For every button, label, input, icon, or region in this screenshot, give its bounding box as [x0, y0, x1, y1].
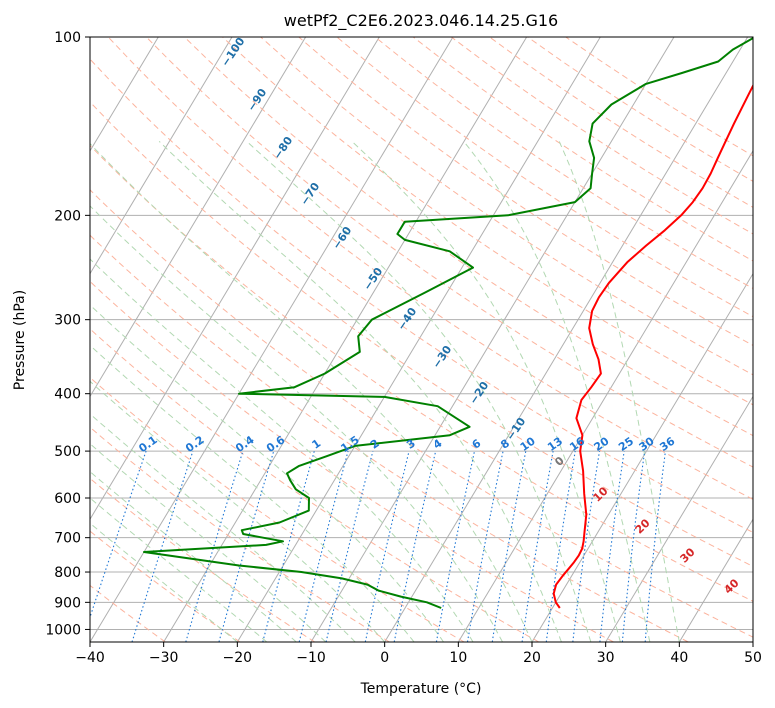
isotherm-line [236, 37, 601, 642]
isotherm-line [605, 395, 753, 642]
temperature-profile [552, 83, 753, 609]
mixing-ratio-line [621, 451, 646, 642]
y-tick-label: 600 [54, 491, 81, 507]
moist-adiabat [90, 205, 503, 642]
mixing-ratio-line [644, 451, 666, 642]
dry-adiabat [90, 144, 753, 602]
x-tick-label: 10 [449, 650, 467, 666]
moist-adiabat [90, 443, 327, 642]
y-tick-label: 1000 [45, 622, 81, 638]
moist-adiabat [463, 140, 651, 642]
moist-adiabat [90, 258, 474, 642]
isotherm-line [384, 37, 749, 642]
y-tick-label: 200 [54, 208, 81, 224]
dry-adiabat [90, 234, 689, 642]
isotherm-line [531, 272, 753, 642]
x-tick-label: 40 [670, 650, 688, 666]
mixing-ratio-line [521, 451, 554, 642]
isotherm-line [310, 37, 675, 642]
dry-adiabat [90, 426, 390, 642]
moist-adiabat [90, 522, 238, 642]
mixing-ratio-line [572, 451, 601, 642]
mixing-ratio-line [545, 451, 576, 642]
isotherm-line [90, 37, 380, 521]
moist-adiabat [158, 140, 562, 642]
y-tick-label: 300 [54, 313, 81, 329]
moist-adiabat [90, 380, 386, 642]
y-tick-label: 800 [54, 565, 81, 581]
chart-title: wetPf2_C2E6.2023.046.14.25.G16 [284, 11, 558, 31]
mixing-ratio-line [599, 451, 625, 642]
moist-adiabat [90, 497, 268, 642]
dewpoint-profile [143, 37, 753, 609]
data-lines [143, 37, 753, 609]
isotherm-line [457, 149, 753, 642]
x-tick-label: 50 [744, 650, 762, 666]
dry-adiabat [90, 328, 540, 642]
dry-adiabat [90, 530, 241, 642]
mixing-ratio-line [218, 450, 275, 642]
x-axis-ticks: −40 −30 −20 −10 0 10 20 30 40 50 [75, 642, 762, 666]
x-tick-label: −10 [296, 650, 326, 666]
isotherm-line [90, 37, 307, 398]
y-tick-label: 400 [54, 387, 81, 403]
isotherm-line [678, 518, 753, 642]
y-tick-label: 900 [54, 595, 81, 611]
x-tick-label: −40 [75, 650, 105, 666]
dry-adiabat [222, 37, 753, 406]
dry-adiabat [107, 37, 753, 500]
dry-adiabat [90, 584, 166, 642]
moist-adiabat [90, 344, 415, 642]
moist-adiabat [351, 140, 621, 642]
y-tick-label: 700 [54, 531, 81, 547]
dry-adiabat [90, 376, 465, 642]
x-tick-label: −30 [149, 650, 179, 666]
background-lines [90, 37, 753, 642]
y-axis-ticks: 100 200 300 400 500 600 700 800 900 1000 [45, 30, 90, 638]
plot-frame [89, 36, 754, 643]
mixing-ratio-line [393, 450, 437, 642]
isotherm-line [90, 37, 454, 642]
moist-adiabat [90, 304, 444, 642]
x-tick-label: 20 [523, 650, 541, 666]
dry-adiabat [298, 37, 753, 346]
mixing-ratio-line [185, 450, 244, 642]
x-axis-label: Temperature (°C) [360, 681, 482, 697]
dry-adiabat [90, 280, 614, 642]
y-tick-label: 500 [54, 444, 81, 460]
dry-adiabat [90, 58, 753, 534]
moist-adiabat [558, 141, 680, 642]
y-axis-label: Pressure (hPa) [12, 290, 28, 390]
moist-adiabat [90, 142, 533, 642]
isotherm-line [90, 37, 159, 152]
x-tick-label: 30 [597, 650, 615, 666]
isotherm-line [90, 37, 233, 275]
dry-adiabat [260, 37, 753, 376]
dry-adiabat [90, 477, 315, 642]
mixing-ratio-line [131, 450, 194, 642]
x-tick-label: 0 [380, 650, 389, 666]
moist-adiabat [90, 471, 297, 642]
y-tick-label: 100 [54, 30, 81, 46]
x-tick-label: −20 [223, 650, 253, 666]
dry-adiabat [90, 189, 753, 638]
mixing-ratio-line [325, 450, 374, 642]
mixing-ratio-line [364, 450, 410, 642]
dry-adiabat [90, 101, 753, 567]
mixing-ratio-line [298, 450, 349, 642]
